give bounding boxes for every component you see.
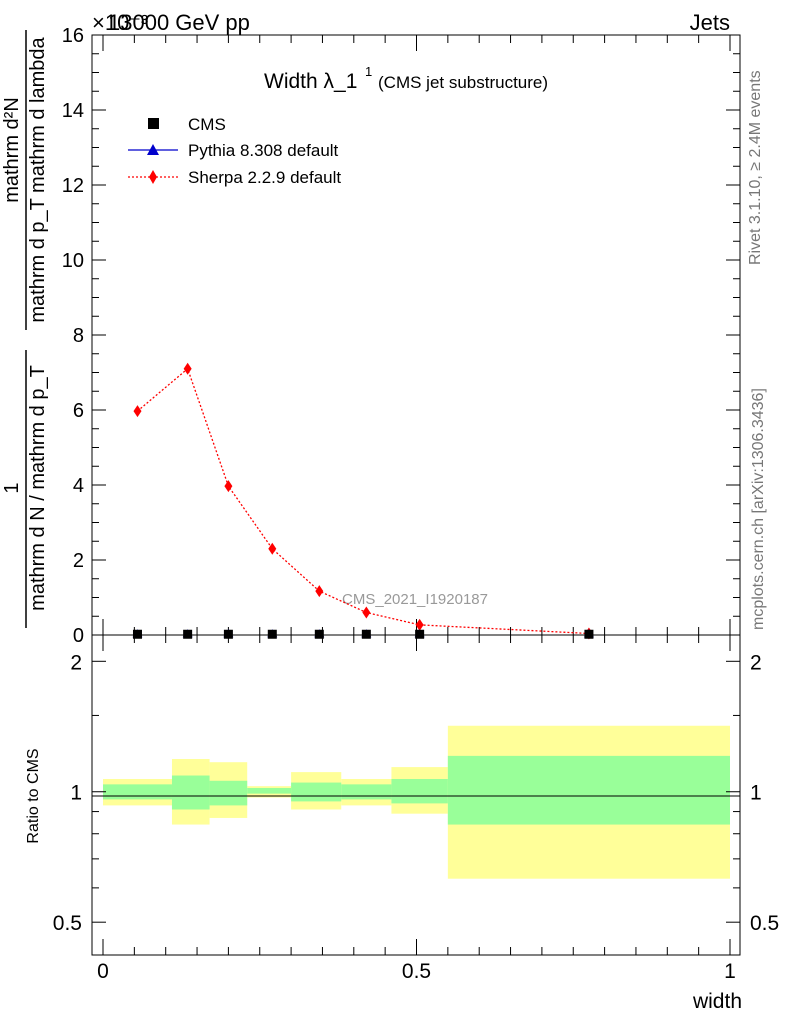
cms-point [183, 629, 193, 639]
main-y-tick-label: 14 [62, 100, 84, 122]
legend-marker-cms [148, 118, 159, 129]
ylabel-denominator: mathrm d p_T mathrm d lambda [27, 36, 49, 322]
main-y-tick-label: 4 [73, 475, 84, 497]
sherpa-point [133, 405, 142, 418]
ratio-bands [103, 725, 730, 879]
chart-title-sup: 1 [365, 64, 372, 79]
main-y-tick-label: 6 [73, 400, 84, 422]
main-y-tick-label: 12 [62, 175, 84, 197]
legend-marker-sherpa [149, 170, 157, 184]
ylabel-prefix-num: 1 [1, 482, 23, 493]
main-y-ticks: 0 2 4 6 8 10 12 14 16 [62, 25, 740, 647]
legend: CMS Pythia 8.308 default Sherpa 2.2.9 de… [128, 115, 341, 187]
main-y-tick-label: 16 [62, 25, 84, 47]
main-y-tick-label: 0 [73, 625, 84, 647]
ratio-x-tick-label: 0 [97, 960, 109, 983]
watermark: CMS_2021_I1920187 [342, 591, 488, 608]
ratio-y-tick-label: 2 [70, 651, 82, 674]
main-y-tick-label: 8 [73, 325, 84, 347]
cms-point [223, 629, 233, 639]
cms-point [314, 629, 324, 639]
chart-title: Width λ_1 [264, 70, 357, 93]
main-y-label: 1 mathrm d N / mathrm d p_T mathrm d²N m… [1, 30, 49, 628]
ratio-band-inner [391, 779, 448, 804]
mcplots-label: mcplots.cern.ch [arXiv:1306.3436] [750, 388, 767, 630]
chart-subtitle: (CMS jet substructure) [378, 73, 548, 92]
sherpa-point [362, 606, 371, 619]
cms-point [361, 629, 371, 639]
ratio-y-tick-label-right: 1 [750, 782, 762, 805]
cms-point [415, 629, 425, 639]
legend-label-cms: CMS [188, 115, 226, 134]
ratio-band-inner [291, 782, 342, 802]
x-axis-label: width [692, 990, 742, 1013]
ratio-band-inner [103, 784, 172, 800]
ylabel-prefix-den: mathrm d N / mathrm d p_T [27, 365, 49, 611]
sherpa-point [415, 618, 424, 631]
cms-point [584, 629, 594, 639]
main-y-tick-label: 10 [62, 250, 84, 272]
ratio-x-tick-label: 1 [724, 960, 736, 983]
header-right: Jets [690, 10, 730, 35]
ratio-y-tick-label: 0.5 [53, 912, 82, 935]
sherpa-point [183, 362, 192, 375]
sherpa-point [268, 542, 277, 555]
cms-point [267, 629, 277, 639]
main-y-tick-label: 2 [73, 550, 84, 572]
sherpa-point [315, 585, 324, 598]
legend-entry-sherpa: Sherpa 2.2.9 default [128, 168, 341, 187]
main-panel: 0 2 4 6 8 10 12 14 16 Width λ_1 1 (CMS jet subst… [62, 25, 741, 647]
ratio-panel: 0.5 0.51 12 2 0 0.5 1 Ratio to CMS width [25, 634, 779, 1013]
legend-entry-pythia: Pythia 8.308 default [128, 141, 339, 160]
ratio-band-inner [209, 780, 248, 806]
ratio-band-inner [447, 755, 730, 825]
ratio-y-label: Ratio to CMS [25, 748, 42, 843]
ratio-y-tick-label-right: 2 [750, 651, 762, 674]
ratio-y-ticks: 0.5 0.5 1 1 2 2 [53, 651, 779, 935]
multiplier-label: ×10⁻³ [92, 10, 148, 35]
ylabel-numerator: mathrm d²N [1, 97, 23, 203]
legend-entry-cms: CMS [148, 115, 226, 134]
sherpa-point [224, 480, 233, 493]
legend-marker-pythia [147, 144, 159, 155]
ratio-band-inner [171, 775, 210, 810]
ratio-y-tick-label: 1 [70, 782, 82, 805]
legend-label-sherpa: Sherpa 2.2.9 default [188, 168, 341, 187]
ratio-x-ticks: 0 0.5 1 [97, 635, 736, 983]
cms-point [132, 629, 142, 639]
ratio-band-inner [247, 788, 292, 794]
header-left: 13000 GeV pp [108, 10, 250, 35]
legend-label-pythia: Pythia 8.308 default [188, 141, 339, 160]
rivet-label: Rivet 3.1.10, ≥ 2.4M events [747, 70, 764, 265]
ratio-y-tick-label-right: 0.5 [750, 912, 779, 935]
ratio-band-inner [341, 784, 392, 800]
ratio-x-tick-label: 0.5 [402, 960, 431, 983]
